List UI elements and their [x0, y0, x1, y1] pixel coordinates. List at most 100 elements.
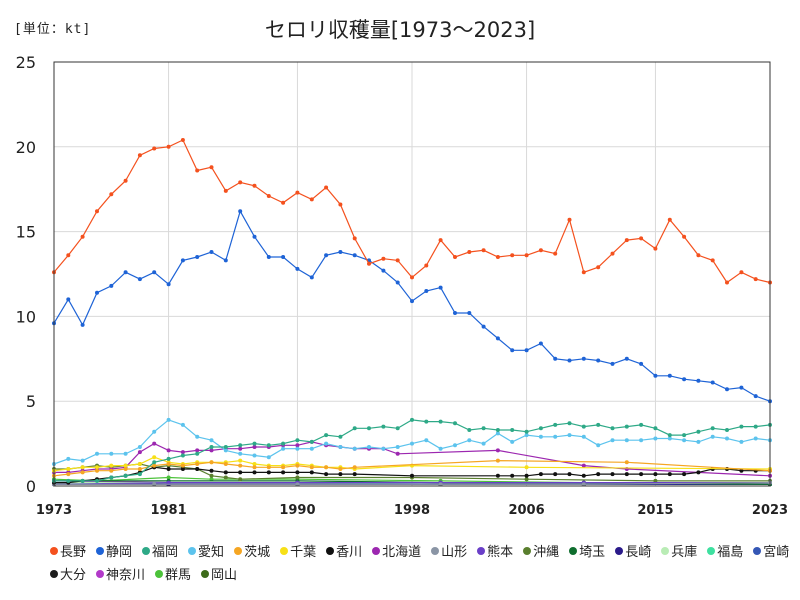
legend-item: 千葉: [280, 541, 316, 560]
data-point: [295, 446, 300, 451]
data-point: [538, 472, 543, 477]
data-point: [510, 428, 515, 432]
data-point: [567, 358, 572, 363]
data-point: [152, 460, 157, 465]
data-point: [653, 426, 658, 431]
data-point: [753, 436, 758, 441]
data-point: [410, 417, 414, 422]
data-point: [209, 448, 214, 453]
data-point: [209, 165, 214, 170]
data-point: [137, 153, 142, 158]
data-point: [266, 455, 271, 460]
data-point: [109, 463, 114, 468]
data-point: [410, 275, 414, 280]
data-point: [352, 236, 357, 241]
legend-swatch: [96, 546, 105, 555]
data-point: [352, 446, 357, 451]
data-point: [252, 462, 257, 466]
data-point: [467, 438, 472, 443]
data-point: [252, 470, 257, 475]
data-point: [152, 455, 157, 460]
legend-swatch: [142, 546, 151, 555]
data-point: [252, 183, 257, 188]
data-point: [309, 465, 314, 470]
data-point: [137, 450, 142, 455]
data-point: [438, 446, 443, 451]
data-point: [424, 289, 429, 293]
y-tick-label: 10: [16, 307, 36, 326]
data-point: [467, 311, 472, 315]
data-point: [295, 463, 300, 468]
data-point: [80, 478, 85, 483]
data-point: [453, 421, 457, 426]
data-point: [295, 475, 300, 480]
data-point: [710, 380, 715, 385]
data-point: [667, 217, 672, 222]
data-point: [424, 419, 429, 424]
data-point: [510, 439, 515, 444]
legend-label: 神奈川: [106, 568, 146, 583]
data-point: [123, 473, 128, 478]
data-point: [596, 358, 601, 363]
y-tick-label: 20: [16, 138, 36, 157]
data-point: [710, 434, 715, 439]
data-point: [281, 470, 286, 475]
data-point: [123, 467, 128, 471]
data-point: [495, 458, 500, 463]
data-point: [510, 473, 515, 478]
data-point: [281, 200, 286, 205]
data-point: [495, 255, 500, 259]
data-point: [553, 251, 558, 256]
data-point: [266, 470, 271, 475]
legend-item: 岡山: [201, 564, 237, 583]
data-point: [682, 433, 687, 438]
data-point: [438, 419, 443, 424]
legend: 長野 静岡 福岡 愛知 茨城 千葉 香川 北海道 山形 熊本 沖縄 埼玉 長崎 兵庫 福島 宮崎 大分 神奈川 群馬…: [50, 541, 790, 583]
data-point: [581, 482, 586, 487]
data-point: [610, 361, 615, 366]
data-point: [137, 462, 142, 466]
data-point: [581, 463, 586, 468]
legend-swatch: [201, 569, 210, 578]
data-point: [610, 426, 615, 431]
legend-item: 群馬: [155, 564, 191, 583]
data-point: [524, 433, 529, 438]
data-point: [223, 470, 228, 475]
data-point: [739, 385, 744, 390]
data-point: [538, 426, 543, 431]
legend-swatch: [753, 546, 762, 555]
data-point: [166, 456, 171, 461]
data-point: [295, 443, 300, 448]
data-point: [553, 422, 558, 427]
data-point: [209, 473, 214, 478]
data-point: [495, 336, 500, 341]
data-point: [524, 429, 529, 434]
legend-label: 大分: [60, 568, 87, 583]
series-福岡: [52, 417, 772, 483]
legend-swatch: [615, 546, 624, 555]
data-point: [95, 468, 99, 473]
data-point: [166, 467, 171, 471]
data-point: [238, 477, 243, 482]
data-point: [324, 441, 329, 446]
legend-label: 長崎: [625, 545, 652, 560]
data-point: [381, 446, 386, 451]
data-point: [367, 426, 371, 431]
data-point: [467, 250, 472, 254]
data-point: [653, 246, 658, 251]
data-point: [495, 428, 500, 432]
data-point: [596, 472, 601, 477]
data-point: [166, 462, 171, 466]
data-point: [538, 434, 543, 439]
data-point: [195, 451, 200, 456]
data-point: [209, 460, 214, 465]
data-point: [352, 472, 357, 477]
data-point: [195, 467, 200, 471]
legend-item: 愛知: [188, 541, 224, 560]
data-point: [639, 438, 644, 443]
data-point: [152, 270, 157, 275]
data-point: [753, 424, 758, 429]
legend-item: 大分: [50, 564, 86, 583]
data-point: [137, 445, 142, 449]
data-point: [223, 188, 228, 193]
